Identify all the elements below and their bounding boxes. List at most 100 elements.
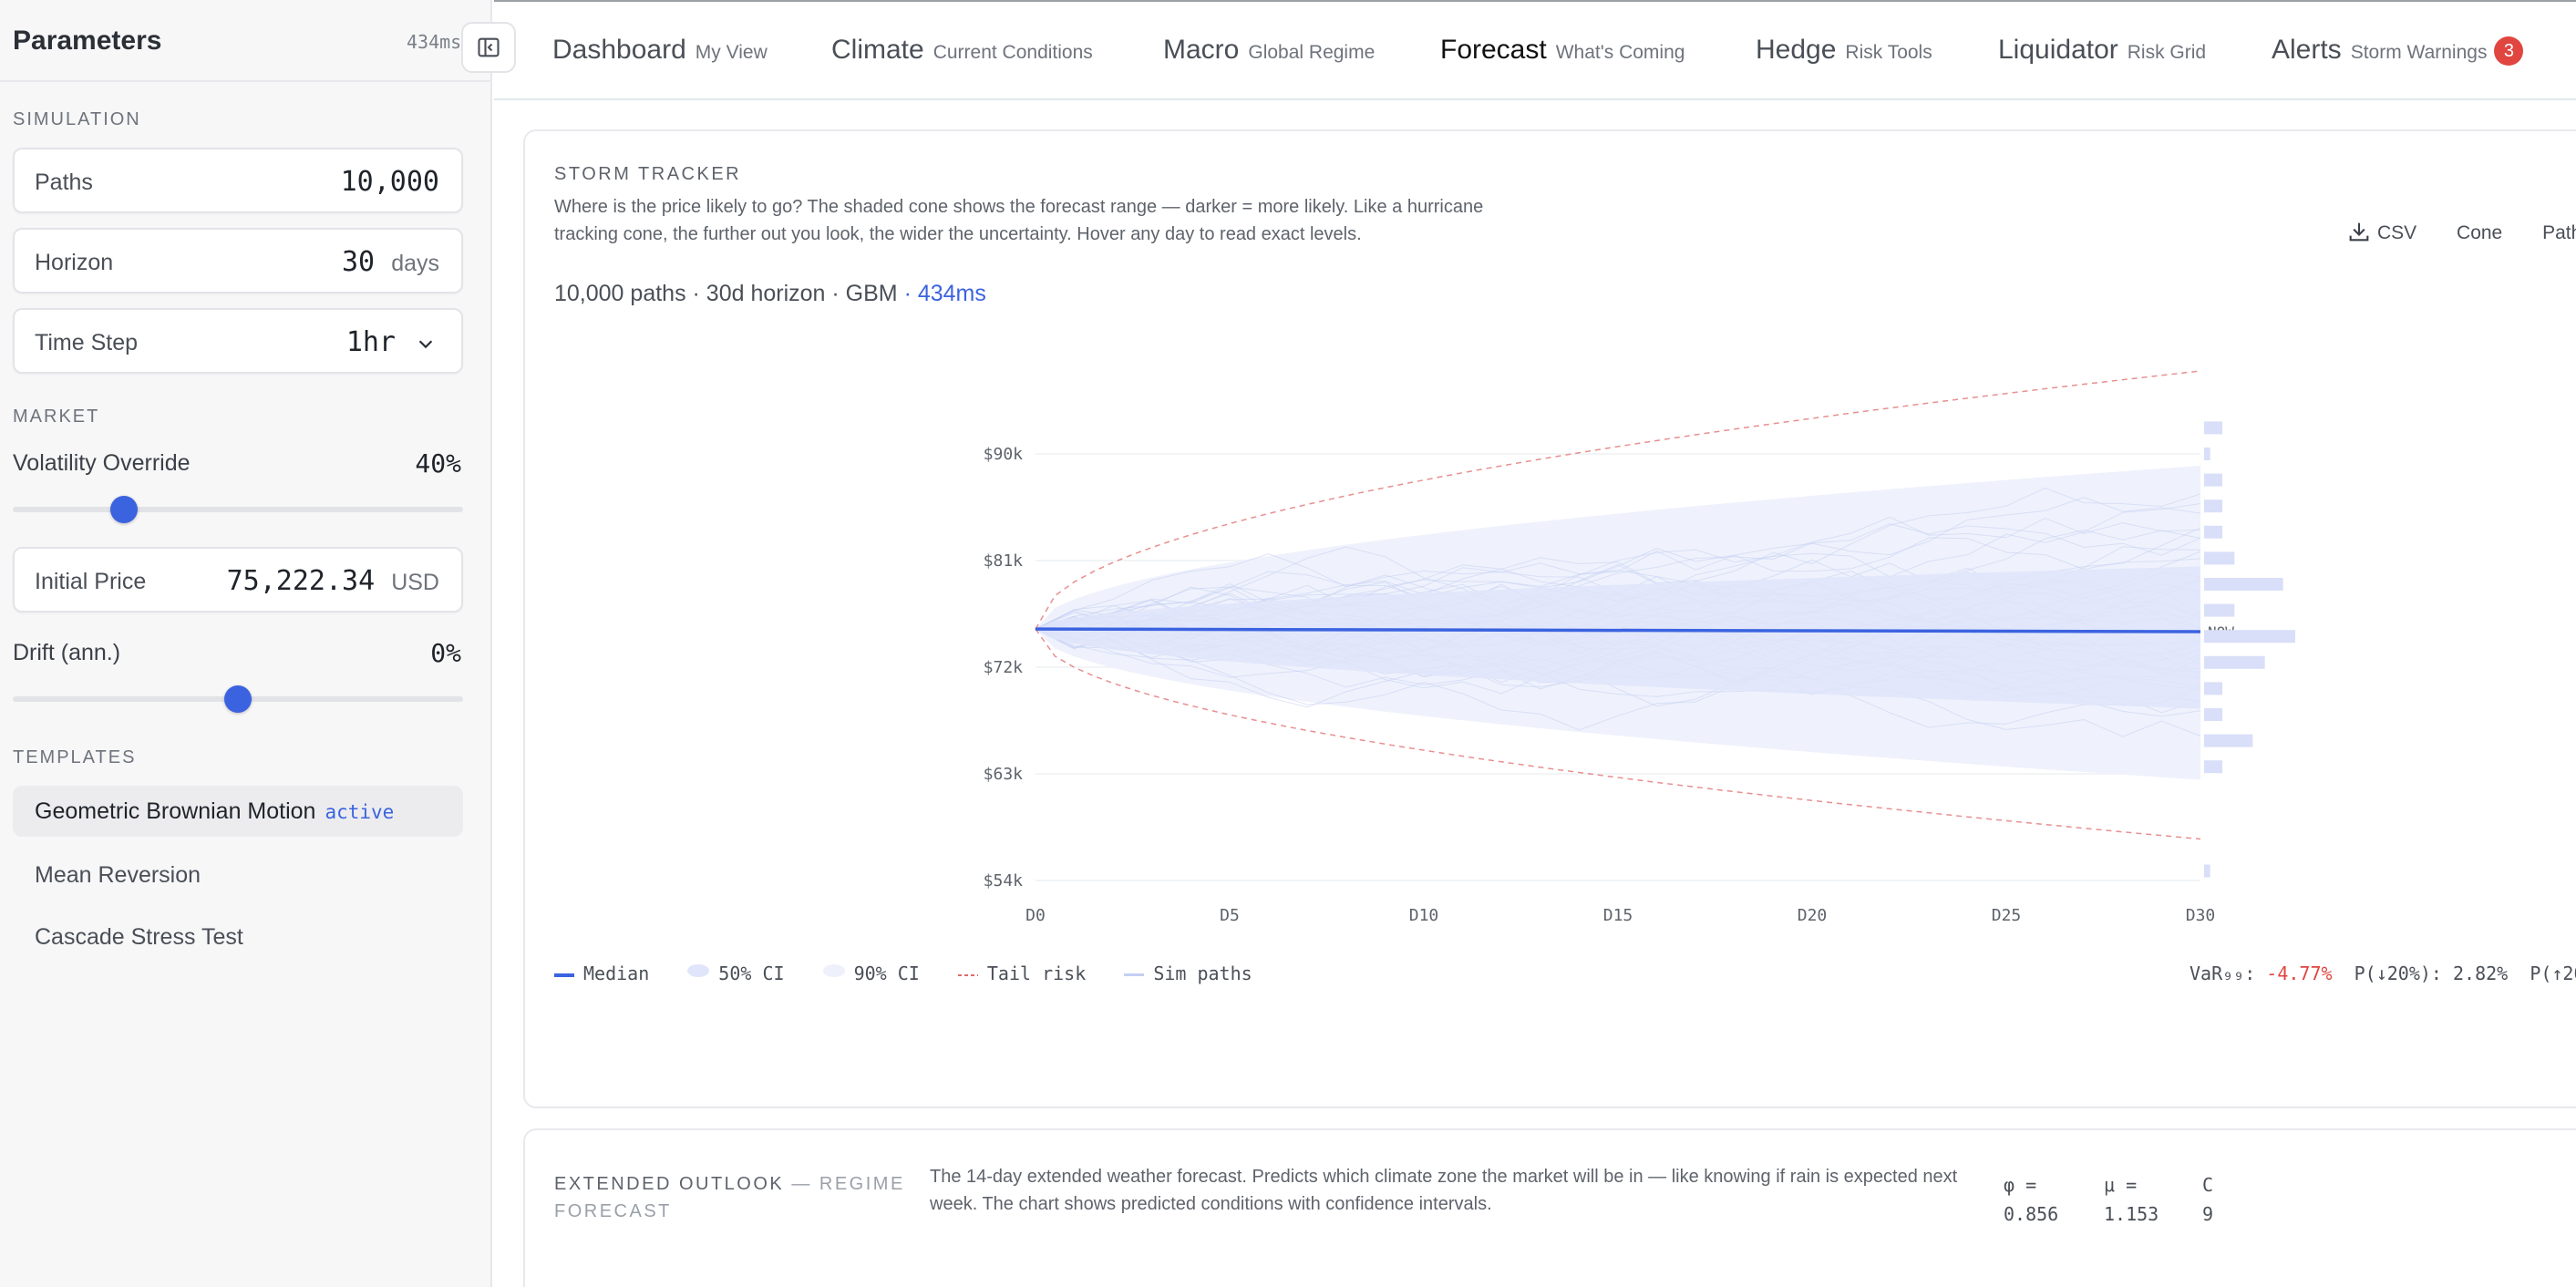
y-tick-label: $81k	[984, 551, 1024, 571]
initial-price-unit: USD	[391, 570, 439, 595]
extended-outlook-kicker: EXTENDED OUTLOOK — REGIME FORECAST	[554, 1170, 910, 1225]
legend-sim[interactable]: Sim paths	[1124, 963, 1252, 984]
template-gbm[interactable]: Geometric Brownian Motionactive	[13, 786, 463, 837]
legend-median[interactable]: Median	[554, 963, 649, 984]
volatility-label: Volatility Override	[13, 450, 191, 477]
storm-tracker-card: STORM TRACKER Where is the price likely …	[523, 129, 2576, 1108]
histogram-bar	[2204, 708, 2222, 721]
y-tick-label: $72k	[984, 658, 1024, 677]
initial-price-label: Initial Price	[35, 569, 146, 595]
param-phi-value: 0.856	[2004, 1199, 2058, 1229]
tab-dashboard[interactable]: Dashboard My View	[552, 35, 768, 66]
paths-field[interactable]: Paths 10,000	[13, 148, 463, 213]
extended-outlook-card: EXTENDED OUTLOOK — REGIME FORECAST The 1…	[523, 1128, 2576, 1287]
legend-ci50[interactable]: 50% CI	[687, 963, 784, 984]
tab-alerts[interactable]: AlertsStorm Warnings3	[2272, 35, 2523, 66]
histogram-bar	[2204, 656, 2265, 669]
legend-tail-label: Tail risk	[987, 963, 1086, 984]
histogram-bar	[2204, 474, 2222, 487]
extended-outlook-description: The 14-day extended weather forecast. Pr…	[930, 1163, 1960, 1218]
horizon-unit: days	[391, 251, 439, 276]
horizon-value-wrap: 30 days	[342, 246, 439, 278]
legend-ci90-label: 90% CI	[854, 963, 920, 984]
param-c: C9	[2202, 1170, 2213, 1229]
tab-forecast-label: Forecast	[1440, 35, 1547, 65]
tab-liquidator-label: Liquidator	[1998, 35, 2118, 65]
time-step-label: Time Step	[35, 330, 138, 356]
param-phi: φ =0.856	[2004, 1170, 2058, 1229]
risk-stats: VaR₉₉: -4.77% P(↓20%): 2.82% P(↑20	[2190, 963, 2576, 984]
x-tick-label: D10	[1409, 906, 1439, 925]
legend-sim-label: Sim paths	[1153, 963, 1252, 984]
horizon-value: 30	[342, 246, 375, 278]
var-value: -4.77%	[2266, 963, 2332, 984]
histogram-bar	[2204, 735, 2252, 747]
drift-label: Drift (ann.)	[13, 640, 120, 666]
initial-price-value: 75,222.34	[227, 565, 376, 597]
outlook-kicker-main: EXTENDED OUTLOOK	[554, 1174, 784, 1194]
time-step-select[interactable]: Time Step 1hr	[13, 308, 463, 374]
param-phi-label: φ =	[2004, 1170, 2058, 1199]
histogram-bar	[2204, 421, 2222, 434]
horizon-field[interactable]: Horizon 30 days	[13, 228, 463, 293]
template-cascade-stress-label: Cascade Stress Test	[35, 924, 243, 950]
time-step-value: 1hr	[346, 326, 396, 358]
drift-slider[interactable]	[13, 696, 463, 702]
histogram-bar	[2204, 526, 2222, 539]
var-label: VaR₉₉:	[2190, 963, 2255, 984]
tab-dashboard-sub: My View	[696, 42, 768, 63]
histogram-bar	[2204, 760, 2222, 773]
histogram-bar	[2204, 604, 2234, 617]
histogram-bar	[2204, 578, 2283, 591]
section-label-simulation: SIMULATION	[13, 109, 141, 130]
initial-price-value-wrap: 75,222.34 USD	[227, 565, 439, 597]
paths-value: 10,000	[341, 166, 439, 198]
tab-dashboard-label: Dashboard	[552, 35, 686, 65]
tab-macro[interactable]: MacroGlobal Regime	[1163, 35, 1375, 66]
sidebar-collapse-button[interactable]	[461, 22, 516, 73]
drift-slider-handle[interactable]	[224, 685, 252, 713]
chart-legend: Median 50% CI 90% CI Tail risk Sim paths	[554, 963, 1280, 984]
template-cascade-stress[interactable]: Cascade Stress Test	[13, 911, 463, 963]
tab-forecast[interactable]: ForecastWhat's Coming	[1440, 35, 1685, 66]
sim-swatch	[1124, 973, 1144, 977]
ci50-swatch	[687, 964, 709, 977]
tab-climate-sub: Current Conditions	[933, 42, 1093, 63]
legend-median-label: Median	[583, 963, 649, 984]
sidebar-timing: 434ms	[407, 31, 461, 53]
alerts-count-badge: 3	[2494, 36, 2523, 66]
tab-climate[interactable]: Climate Current Conditions	[831, 35, 1093, 66]
y-tick-label: $90k	[984, 445, 1024, 464]
histogram-bar	[2204, 682, 2222, 695]
y-tick-label: $63k	[984, 765, 1024, 784]
histogram-bar	[2204, 865, 2210, 878]
param-mu-label: μ =	[2104, 1170, 2159, 1199]
initial-price-field[interactable]: Initial Price 75,222.34 USD	[13, 547, 463, 613]
param-c-label: C	[2202, 1170, 2213, 1199]
param-c-value: 9	[2202, 1199, 2213, 1229]
legend-tail[interactable]: Tail risk	[958, 963, 1086, 984]
template-mean-reversion[interactable]: Mean Reversion	[13, 849, 463, 901]
histogram-bar	[2204, 630, 2295, 643]
volatility-value: 40%	[415, 448, 461, 479]
volatility-slider-handle[interactable]	[110, 496, 138, 523]
tab-liquidator[interactable]: LiquidatorRisk Grid	[1998, 35, 2206, 66]
template-gbm-label: Geometric Brownian Motion	[35, 798, 315, 824]
chevron-down-icon	[416, 334, 436, 354]
x-tick-label: D0	[1025, 906, 1046, 925]
param-mu-value: 1.153	[2104, 1199, 2159, 1229]
legend-ci90[interactable]: 90% CI	[823, 963, 920, 984]
top-nav: Dashboard My View Climate Current Conditio…	[494, 0, 2576, 100]
paths-label: Paths	[35, 170, 93, 196]
volatility-slider[interactable]	[13, 507, 463, 512]
p-up-stat: P(↑20	[2530, 963, 2576, 984]
sidebar-collapse-icon	[476, 35, 501, 60]
tab-macro-label: Macro	[1163, 35, 1239, 65]
legend-ci50-label: 50% CI	[718, 963, 784, 984]
tab-climate-label: Climate	[831, 35, 924, 65]
x-tick-label: D20	[1798, 906, 1828, 925]
param-mu: μ =1.153	[2104, 1170, 2159, 1229]
tab-hedge-label: Hedge	[1756, 35, 1836, 65]
tab-hedge[interactable]: HedgeRisk Tools	[1756, 35, 1932, 66]
histogram-bar	[2204, 448, 2210, 460]
